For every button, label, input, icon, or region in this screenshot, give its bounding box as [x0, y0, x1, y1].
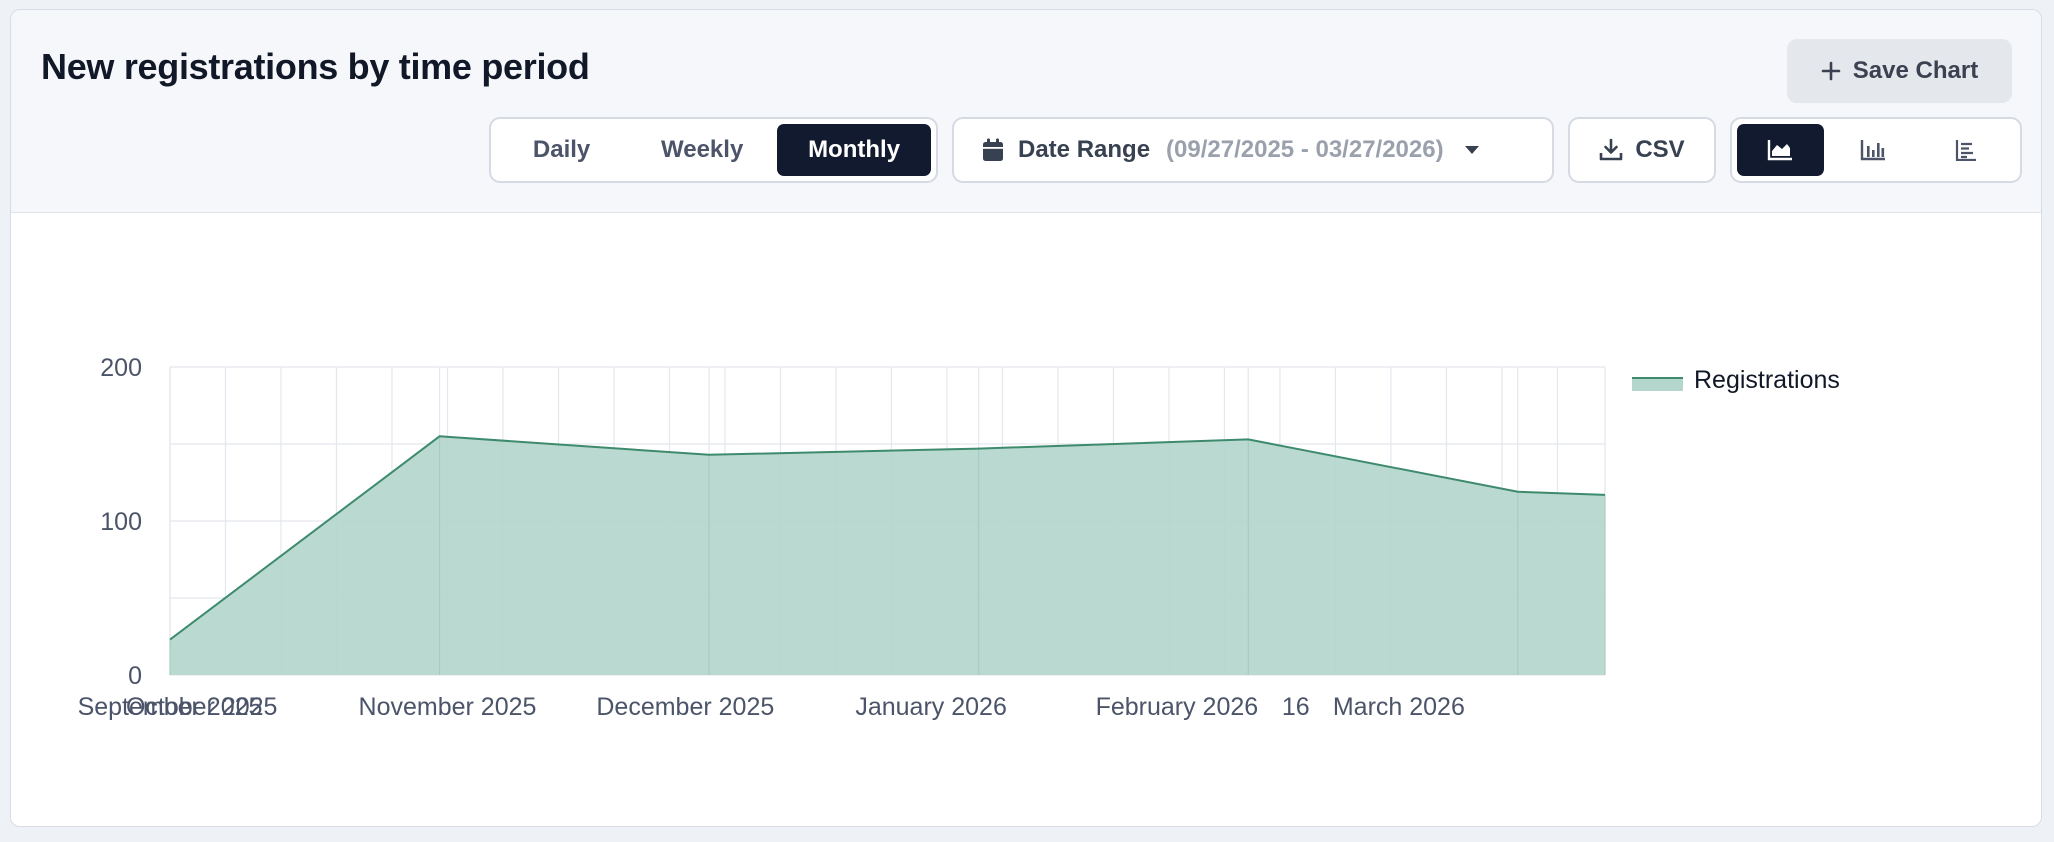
bar-chart-icon	[1860, 140, 1885, 161]
save-chart-label: Save Chart	[1852, 57, 1979, 84]
x-tick-label: November 2025	[359, 693, 537, 721]
x-tick-label: March 2026	[1333, 693, 1465, 721]
legend-label: Registrations	[1694, 366, 1840, 394]
legend-swatch	[1632, 378, 1683, 391]
y-tick-label: 0	[128, 662, 142, 690]
x-tick-label: October 2025	[126, 693, 278, 721]
date-range-button[interactable]: Date Range (09/27/2025 - 03/27/2026)	[952, 117, 1554, 183]
area-chart-view-button[interactable]	[1737, 124, 1824, 176]
csv-label: CSV	[1635, 136, 1685, 163]
x-tick-label: September 2025	[78, 693, 263, 721]
x-tick-label: 16	[1282, 693, 1310, 721]
x-tick-label: December 2025	[596, 693, 774, 721]
save-chart-button[interactable]: Save Chart	[1787, 39, 2012, 103]
period-daily-button[interactable]: Daily	[532, 136, 591, 163]
period-monthly-button[interactable]: Monthly	[777, 124, 931, 176]
table-view-button[interactable]	[1922, 124, 2009, 176]
y-tick-label: 200	[100, 354, 142, 382]
card-header: New registrations by time period Save Ch…	[11, 10, 2041, 213]
caret-down-icon	[1464, 146, 1479, 154]
area-chart-icon	[1768, 140, 1793, 161]
csv-download-button[interactable]: CSV	[1568, 117, 1716, 183]
chart-card: New registrations by time period Save Ch…	[10, 9, 2042, 827]
page-title: New registrations by time period	[41, 46, 590, 87]
date-range-value: (09/27/2025 - 03/27/2026)	[1166, 136, 1444, 163]
period-weekly-button[interactable]: Weekly	[661, 136, 744, 163]
period-toggle: Daily Weekly Monthly	[489, 117, 938, 183]
calendar-icon	[983, 138, 1003, 161]
chart-view-toggle	[1730, 117, 2022, 183]
x-tick-label: February 2026	[1096, 693, 1259, 721]
y-tick-label: 100	[100, 508, 142, 536]
plus-icon	[1821, 61, 1841, 81]
date-range-label: Date Range	[1018, 136, 1151, 163]
download-icon	[1600, 138, 1623, 161]
bar-chart-view-button[interactable]	[1830, 124, 1917, 176]
x-tick-label: January 2026	[855, 693, 1007, 721]
table-list-icon	[1955, 140, 1976, 161]
series-area	[170, 436, 1605, 675]
